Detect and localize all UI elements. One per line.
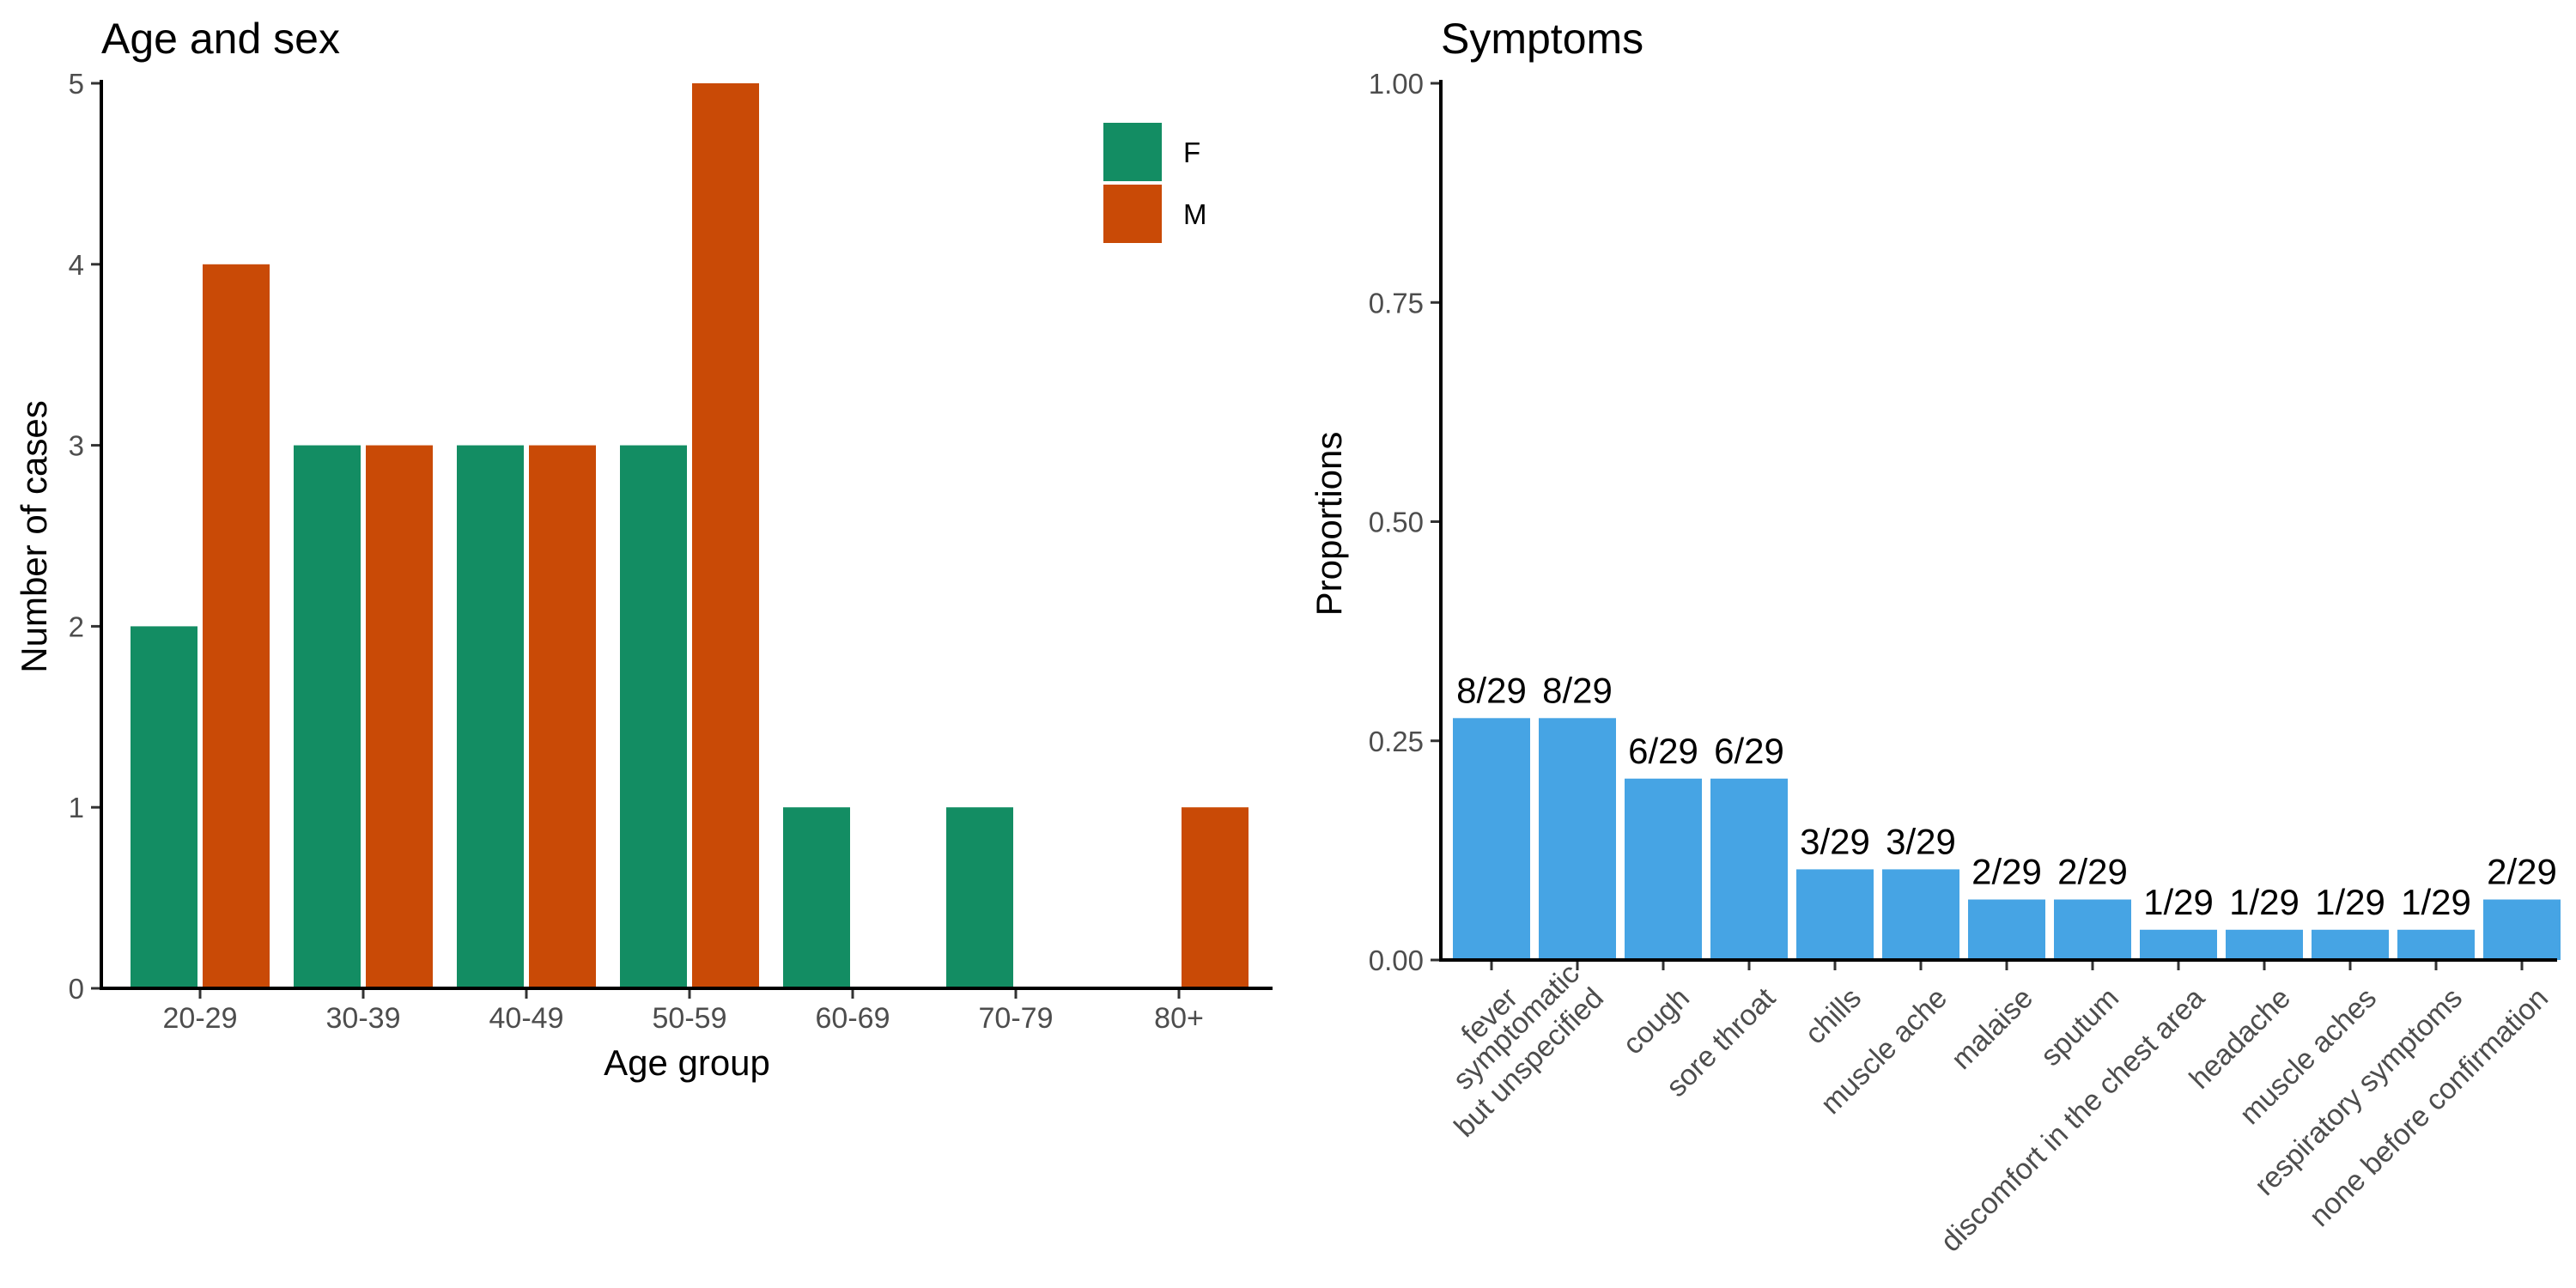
bar-M-50-59	[692, 83, 759, 988]
y-tick-label: 0.75	[1369, 287, 1424, 319]
y-tick-label: 0.25	[1369, 726, 1424, 757]
age-sex-bars	[131, 83, 1249, 988]
y-tick-label: 0.00	[1369, 945, 1424, 976]
bar-F-70-79	[946, 807, 1013, 988]
data-label: 8/29	[1542, 670, 1613, 710]
x-tick-label: malaise	[1945, 981, 2039, 1076]
y-tick-label: 1	[69, 792, 84, 823]
bar-muscle-aches	[2312, 929, 2389, 960]
data-label: 2/29	[2487, 852, 2557, 892]
bar-muscle-ache	[1882, 869, 1959, 960]
bar-respiratory-symptoms	[2397, 929, 2475, 960]
age-sex-chart-title: Age and sex	[101, 15, 340, 63]
bar-F-50-59	[620, 445, 687, 988]
data-label: 2/29	[2057, 852, 2128, 892]
x-tick-label: 50-59	[653, 1002, 727, 1035]
bar-F-40-49	[457, 445, 524, 988]
data-label: 6/29	[1628, 731, 1698, 771]
data-label: 1/29	[2143, 882, 2214, 922]
bar-malaise	[1968, 899, 2045, 960]
x-tick-label: 80+	[1154, 1002, 1204, 1035]
bar-F-20-29	[131, 626, 197, 988]
x-tick-label-line: malaise	[1945, 981, 2039, 1076]
axis-lines	[1439, 80, 2557, 962]
x-tick-label: 60-69	[816, 1002, 890, 1035]
x-tick-label: 70-79	[979, 1002, 1054, 1035]
data-label: 1/29	[2315, 882, 2385, 922]
data-label: 1/29	[2229, 882, 2300, 922]
y-tick-label: 5	[69, 68, 84, 100]
data-label: 6/29	[1714, 731, 1784, 771]
y-tick-label: 0.50	[1369, 507, 1424, 538]
x-tick-label: 40-49	[489, 1002, 564, 1035]
data-label: 2/29	[1971, 852, 2042, 892]
x-tick-label: 30-39	[326, 1002, 401, 1035]
data-label: 3/29	[1886, 821, 1956, 861]
age-sex-y-axis-title: Number of cases	[14, 400, 54, 672]
age-sex-axes: 20-29 30-39 40-49 50-59 60-69 70-79 80+ 0 1 2 3 4 5	[69, 68, 1273, 1035]
bar-M-80+	[1182, 807, 1249, 988]
age-sex-chart: Age and sex Number of cases Age group 20…	[14, 15, 1273, 1083]
bar-chills	[1796, 869, 1874, 960]
y-tick-label: 3	[69, 430, 84, 462]
age-sex-x-axis-title: Age group	[604, 1042, 770, 1083]
symptoms-bars: 8/29 8/29 6/29 6/29 3/29 3/29 2/29 2/29 1/29 1/29…	[1453, 670, 2561, 960]
bar-sputum	[2054, 899, 2131, 960]
x-tick-label: cough	[1617, 981, 1696, 1060]
y-tick-label: 1.00	[1369, 68, 1424, 100]
bar-fever	[1453, 718, 1530, 960]
legend-label-F: F	[1183, 137, 1200, 168]
data-label: 3/29	[1800, 821, 1870, 861]
legend-key-M	[1103, 185, 1162, 243]
x-tick-label-line: chills	[1799, 981, 1868, 1050]
bar-headache	[2226, 929, 2303, 960]
symptoms-y-axis-title: Proportions	[1309, 432, 1349, 617]
data-label: 8/29	[1456, 670, 1527, 710]
symptoms-chart-title: Symptoms	[1441, 15, 1643, 63]
bar-F-60-69	[783, 807, 850, 988]
x-tick-label: chills	[1799, 981, 1868, 1050]
bar-sore-throat	[1710, 778, 1788, 960]
legend-label-M: M	[1183, 198, 1207, 230]
age-sex-legend: FM	[1103, 123, 1207, 243]
bar-M-30-39	[366, 445, 433, 988]
legend-key-F	[1103, 123, 1162, 181]
y-tick-label: 2	[69, 611, 84, 642]
y-tick-label: 4	[69, 249, 84, 281]
x-tick-label: 20-29	[163, 1002, 238, 1035]
data-label: 1/29	[2401, 882, 2471, 922]
bar-M-20-29	[203, 264, 270, 988]
axis-lines	[100, 80, 1273, 990]
bar-symptomatic-but-unspecified	[1539, 718, 1616, 960]
y-tick-label: 0	[69, 973, 84, 1005]
bar-M-40-49	[529, 445, 596, 988]
bar-cough	[1625, 778, 1702, 960]
bar-F-30-39	[294, 445, 361, 988]
x-tick-label-line: cough	[1617, 981, 1696, 1060]
symptoms-chart: Symptoms Proportions 8/29 8/29 6/29 6/29 3/2…	[1309, 15, 2561, 1258]
bar-discomfort-in-the-chest-area	[2140, 929, 2217, 960]
x-tick-label: symptomaticbut unspecified	[1424, 957, 1610, 1144]
bar-none-before-confirmation	[2483, 899, 2561, 960]
